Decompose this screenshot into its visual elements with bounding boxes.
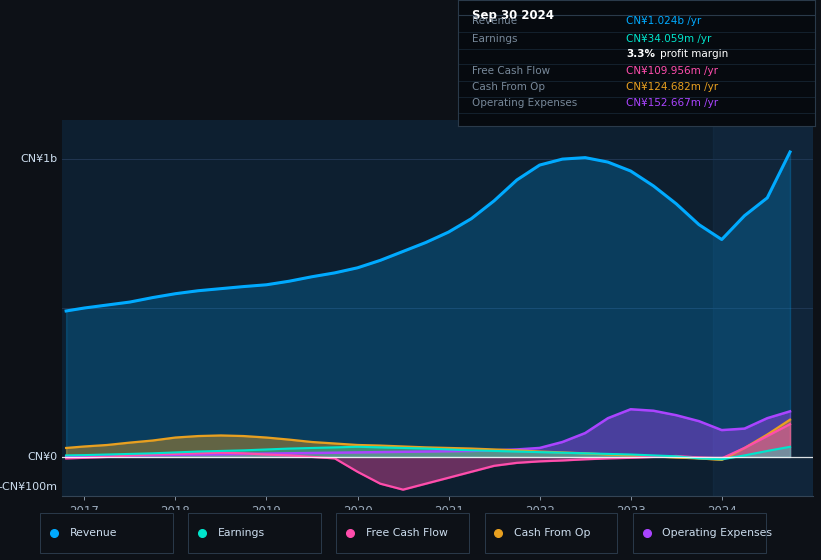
Text: Earnings: Earnings (472, 34, 518, 44)
Text: CN¥34.059m /yr: CN¥34.059m /yr (626, 34, 711, 44)
Text: CN¥124.682m /yr: CN¥124.682m /yr (626, 82, 718, 92)
Text: Earnings: Earnings (218, 529, 264, 538)
Text: Revenue: Revenue (472, 16, 517, 26)
Text: 3.3%: 3.3% (626, 49, 655, 59)
Text: profit margin: profit margin (660, 49, 728, 59)
Text: CN¥109.956m /yr: CN¥109.956m /yr (626, 66, 718, 76)
Text: Free Cash Flow: Free Cash Flow (472, 66, 551, 76)
Text: Cash From Op: Cash From Op (514, 529, 590, 538)
Text: -CN¥100m: -CN¥100m (0, 482, 57, 492)
Bar (713, 120, 813, 496)
Text: CN¥1b: CN¥1b (21, 154, 57, 164)
Text: Operating Expenses: Operating Expenses (472, 99, 578, 108)
Text: Free Cash Flow: Free Cash Flow (365, 529, 447, 538)
Text: CN¥152.667m /yr: CN¥152.667m /yr (626, 99, 718, 108)
Text: CN¥0: CN¥0 (28, 452, 57, 462)
Text: Cash From Op: Cash From Op (472, 82, 545, 92)
Text: Operating Expenses: Operating Expenses (662, 529, 772, 538)
Text: Sep 30 2024: Sep 30 2024 (472, 9, 554, 22)
Text: CN¥1.024b /yr: CN¥1.024b /yr (626, 16, 701, 26)
Text: Revenue: Revenue (70, 529, 117, 538)
